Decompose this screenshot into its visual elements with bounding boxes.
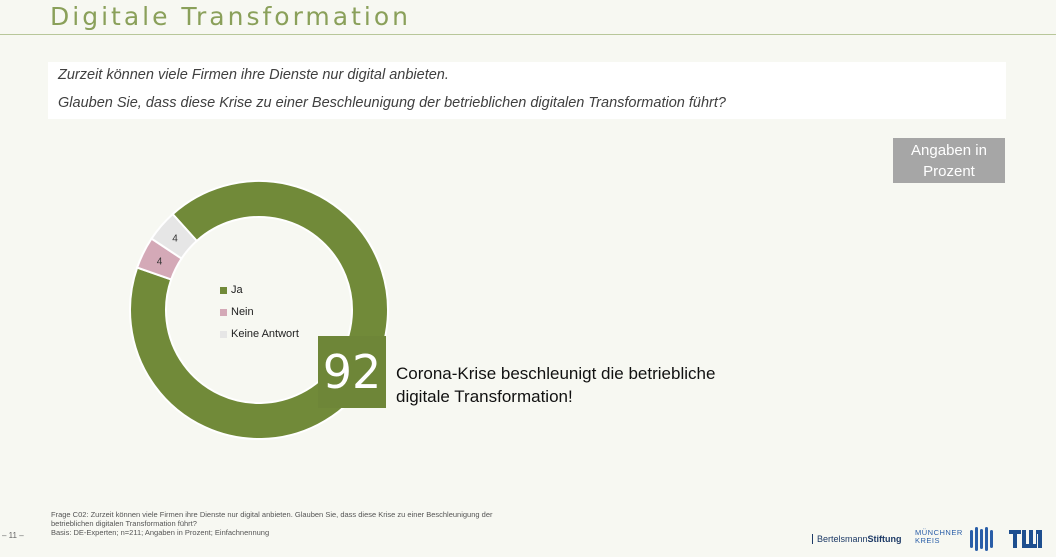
highlight-line-2: digitale Transformation! [396, 387, 573, 406]
footnote-line-1: Frage C02: Zurzeit können viele Firmen i… [51, 510, 493, 519]
question-line-2: Glauben Sie, dass diese Krise zu einer B… [58, 95, 726, 111]
donut-slice-keine-antwort [150, 212, 199, 260]
donut-slice-ja [129, 180, 389, 440]
unit-badge-line-1: Angaben in [911, 142, 987, 159]
legend-swatch-ja [220, 286, 227, 294]
donut-label-keine-antwort: 4 [172, 233, 178, 244]
title-divider [0, 34, 1056, 35]
muenchner-kreis-logo: MÜNCHNER KREIS [915, 529, 963, 545]
donut-label-nein: 4 [157, 257, 163, 268]
legend-label-keine-antwort: Keine Antwort [231, 328, 299, 340]
legend-swatch-keine-antwort [220, 330, 227, 338]
muenchner-kreis-mark-icon [970, 527, 993, 551]
legend-label-nein: Nein [231, 306, 254, 318]
footnote: Frage C02: Zurzeit können viele Firmen i… [51, 510, 591, 537]
chart-legend: Ja Nein Keine Antwort [220, 279, 299, 345]
legend-swatch-nein [220, 308, 227, 316]
mk-line-1: MÜNCHNER [915, 528, 963, 537]
bertelsmann-logo-b: Stiftung [867, 534, 902, 544]
legend-item-nein: Nein [220, 301, 299, 323]
question-box: Zurzeit können viele Firmen ihre Dienste… [48, 62, 1006, 119]
tum-logo-icon [1009, 530, 1042, 548]
footnote-line-3: Basis: DE-Experten; n=211; Angaben in Pr… [51, 528, 270, 537]
legend-item-keine-antwort: Keine Antwort [220, 323, 299, 345]
question-line-1: Zurzeit können viele Firmen ihre Dienste… [58, 67, 449, 83]
unit-badge: Angaben in Prozent [893, 138, 1005, 183]
page-number: – 11 – [2, 531, 24, 540]
legend-label-ja: Ja [231, 284, 243, 296]
page-title: Digitale Transformation [50, 2, 411, 31]
highlight-line-1: Corona-Krise beschleunigt die betrieblic… [396, 364, 716, 383]
bertelsmann-logo-a: Bertelsmann [817, 534, 868, 544]
highlight-value: 92 [318, 336, 386, 408]
legend-item-ja: Ja [220, 279, 299, 301]
mk-line-2: KREIS [915, 536, 941, 545]
bertelsmann-logo: BertelsmannStiftung [812, 534, 902, 544]
highlight-text: Corona-Krise beschleunigt die betrieblic… [396, 362, 766, 408]
footnote-line-2: betrieblichen digitalen Transformation f… [51, 519, 197, 528]
unit-badge-line-2: Prozent [923, 163, 975, 180]
